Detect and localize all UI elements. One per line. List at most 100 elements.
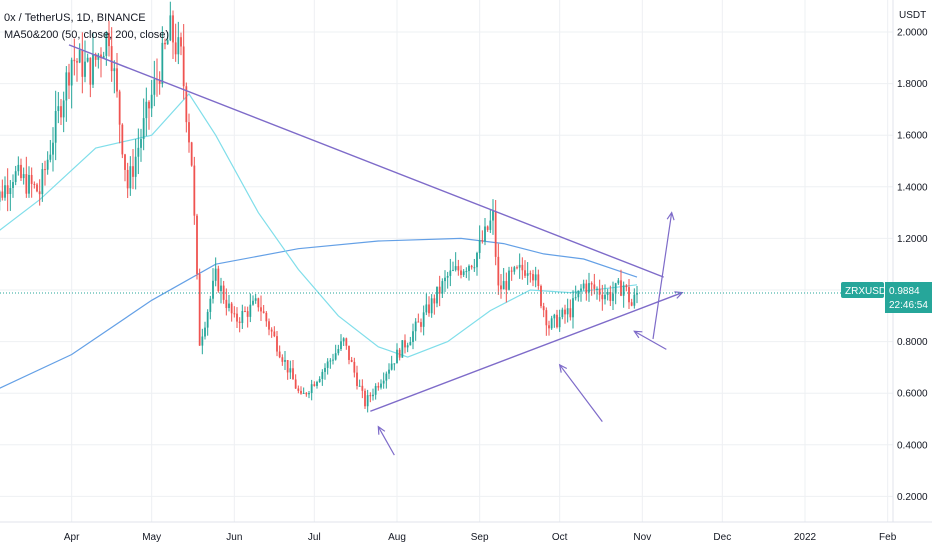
candle-body [134, 156, 137, 177]
candle [140, 128, 142, 162]
candle [164, 38, 166, 50]
candle-body [150, 94, 153, 109]
candle [604, 284, 606, 305]
candle [177, 21, 180, 65]
candle-body [188, 122, 190, 143]
candle-body [142, 118, 145, 140]
candle [118, 89, 121, 144]
candle-body [220, 285, 222, 292]
candle [196, 213, 198, 280]
candle [500, 273, 502, 299]
candle-body [182, 46, 185, 87]
candle [102, 51, 105, 59]
x-tick-label: Jul [308, 532, 321, 543]
candle-body [257, 298, 260, 308]
candle [433, 294, 436, 315]
price-axis[interactable]: 0.20000.40000.60000.80001.00001.20001.40… [897, 28, 928, 503]
candle [582, 279, 585, 291]
candle-body [33, 183, 36, 185]
candle [609, 285, 612, 307]
candle [265, 311, 268, 327]
candle-body [140, 139, 142, 148]
candle-body [68, 72, 70, 86]
candle-body [201, 336, 204, 346]
candle [46, 151, 49, 175]
candle [86, 53, 89, 63]
candle-body [169, 15, 172, 41]
candlestick-series [0, 1, 638, 413]
candle [478, 225, 481, 259]
candle-body [36, 184, 38, 192]
candle-body [305, 392, 308, 395]
candle [532, 269, 534, 287]
ma200-path [0, 237, 638, 389]
x-tick-label: Feb [879, 532, 897, 543]
candle [310, 379, 313, 401]
candle-body [110, 46, 113, 72]
candle [76, 58, 78, 82]
candle [358, 379, 361, 387]
candle [548, 320, 550, 336]
chart-grid [0, 0, 893, 522]
candle [158, 71, 161, 95]
candle [516, 265, 518, 270]
candle [550, 315, 553, 330]
candle-body [628, 287, 630, 303]
candle-body [590, 283, 593, 285]
candle [545, 307, 548, 336]
candle-body [572, 298, 574, 318]
candle-body [286, 360, 289, 373]
candle [382, 372, 385, 389]
candle-body [212, 280, 214, 299]
x-tick-label: Oct [552, 532, 568, 543]
candle-body [233, 313, 236, 315]
time-axis[interactable]: Apr May Jun Jul Aug Sep Oct Nov Dec 2022 Feb [64, 532, 897, 543]
candle [217, 265, 220, 293]
candle-body [460, 270, 462, 275]
candle-body [468, 265, 470, 272]
candle-body [428, 304, 430, 314]
trendline-drawings[interactable] [68, 44, 684, 456]
x-tick-label: Aug [388, 532, 406, 543]
arrow-shaft [559, 364, 603, 422]
candle-body [28, 174, 30, 194]
candle-body [526, 273, 529, 276]
candle [190, 141, 193, 167]
candle-body [230, 303, 233, 314]
candle [457, 259, 460, 276]
candle [92, 33, 94, 89]
candle [153, 60, 156, 107]
y-tick-label: 0.2000 [897, 492, 928, 503]
candle [553, 313, 556, 328]
candle [388, 363, 390, 380]
candle [62, 91, 65, 133]
candle-body [164, 42, 166, 45]
candle [564, 304, 566, 324]
candle-body [246, 311, 249, 317]
candle-body [6, 185, 9, 195]
candle-body [481, 240, 484, 242]
candle [116, 53, 118, 98]
candle [318, 376, 321, 383]
candle-body [108, 33, 110, 47]
candle [476, 251, 478, 276]
candle [404, 334, 406, 354]
candle [316, 380, 318, 389]
y-tick-label: 0.6000 [897, 389, 928, 400]
candle [406, 342, 409, 353]
candle-body [313, 384, 316, 386]
candle [401, 340, 404, 358]
candle [276, 330, 278, 357]
y-tick-label: 1.8000 [897, 79, 928, 90]
candle [169, 1, 172, 42]
candle-body [276, 336, 278, 352]
candle-body [241, 310, 244, 324]
candle [449, 258, 452, 287]
candle-body [452, 269, 454, 271]
candle-body [302, 392, 305, 394]
candle [252, 295, 254, 306]
candle [537, 269, 540, 290]
candle-body [222, 285, 225, 300]
candle [569, 299, 572, 321]
